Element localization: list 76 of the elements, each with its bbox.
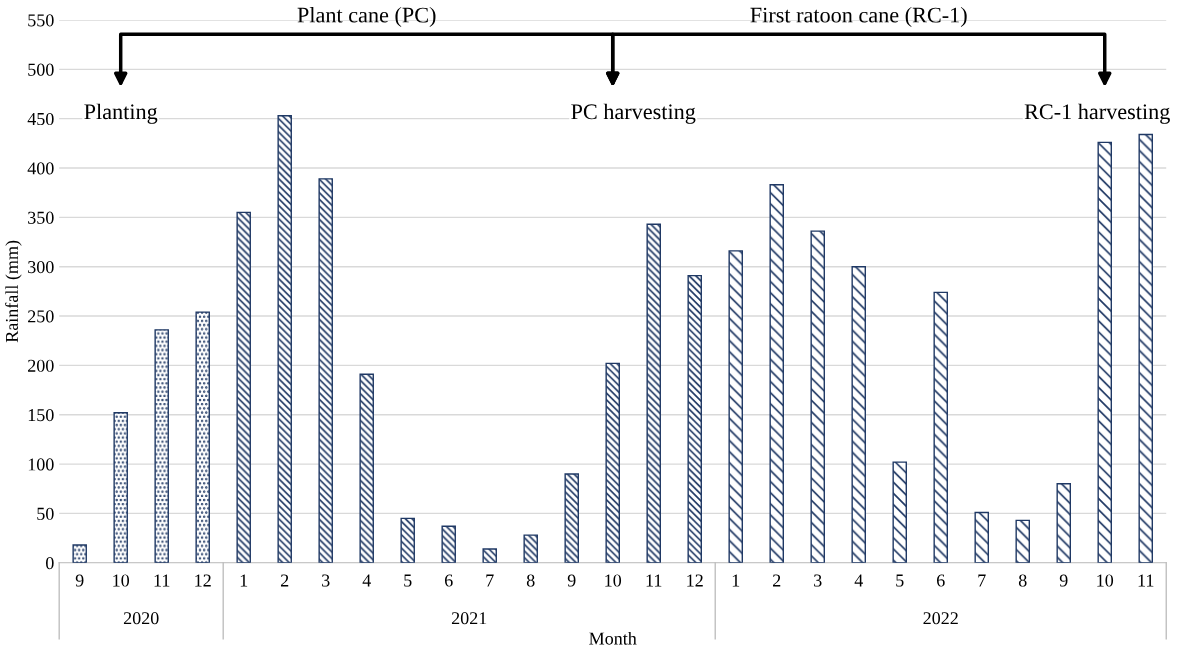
bar (400, 517, 415, 563)
bar (892, 461, 907, 563)
x-tick-label: 8 (526, 574, 535, 587)
bar (195, 311, 210, 563)
bar (441, 525, 456, 563)
y-tick-label: 0 (46, 557, 54, 570)
x-tick-label: 10 (605, 574, 622, 587)
x-tick-label: 5 (404, 574, 412, 587)
x-tick-label: 11 (154, 574, 170, 587)
text: 2021 (451, 612, 487, 625)
x-tick-label: 4 (362, 574, 371, 587)
x-tick-label: 7 (978, 574, 986, 587)
bar (564, 473, 579, 563)
x-tick-label: 5 (896, 574, 904, 587)
bar (851, 266, 866, 563)
x-tick-label: 6 (936, 574, 945, 587)
bar (1138, 133, 1153, 563)
bar (154, 329, 169, 563)
x-tick-label: 11 (1138, 574, 1154, 587)
bar (974, 511, 989, 563)
y-tick-label: 500 (28, 63, 54, 76)
annotation: Planting (84, 103, 158, 124)
x-tick-label: 1 (732, 574, 740, 587)
y-tick-label: 450 (27, 112, 54, 126)
bar (728, 250, 743, 563)
y-axis-title: Rainfall (mm) (5, 240, 22, 343)
y-tick-label: 550 (28, 14, 54, 27)
y-tick-label: 50 (37, 507, 54, 520)
y-tick-label: 200 (28, 359, 54, 372)
bar (605, 362, 620, 563)
bar (113, 412, 128, 563)
x-axis-title: Month (589, 631, 637, 645)
x-tick-label: 11 (646, 574, 662, 587)
x-tick-label: 9 (75, 574, 84, 587)
x-tick-label: 1 (240, 574, 248, 587)
bar (1056, 483, 1071, 563)
y-tick-label: 100 (28, 458, 54, 471)
text: 2020 (123, 612, 159, 625)
bar (236, 211, 251, 563)
x-tick-label: 8 (1018, 574, 1027, 587)
y-tick-label: 150 (28, 408, 54, 422)
x-tick-label: 9 (567, 574, 576, 587)
text: 2022 (923, 612, 958, 625)
y-tick-label: 300 (28, 260, 54, 274)
bar (769, 184, 784, 563)
x-tick-label: 6 (444, 574, 453, 587)
x-tick-label: 10 (113, 574, 130, 587)
x-tick-label: 12 (687, 574, 703, 587)
bar (1097, 141, 1112, 563)
bar (72, 544, 87, 563)
annotation: First ratoon cane (RC-1) (750, 6, 967, 28)
bar (523, 534, 538, 563)
y-tick-label: 400 (27, 162, 54, 175)
bar (646, 223, 661, 563)
bar (687, 274, 702, 563)
bar (318, 178, 333, 563)
x-tick-label: 2 (773, 574, 781, 587)
bar (482, 548, 497, 563)
x-tick-label: 3 (814, 574, 822, 587)
x-tick-label: 3 (322, 574, 330, 587)
x-tick-label: 10 (1097, 574, 1114, 587)
annotation: PC harvesting (571, 103, 696, 124)
x-tick-label: 12 (195, 574, 211, 587)
x-tick-label: 9 (1059, 574, 1068, 587)
y-tick-label: 350 (28, 211, 54, 224)
bar (810, 230, 825, 563)
x-tick-label: 7 (486, 574, 494, 587)
annotation: RC-1 harvesting (1024, 103, 1170, 124)
x-tick-label: 4 (854, 574, 863, 587)
bar (1015, 519, 1030, 563)
bar (277, 115, 292, 563)
y-tick-label: 250 (28, 310, 54, 323)
annotation: Plant cane (PC) (297, 6, 436, 28)
x-tick-label: 2 (280, 574, 289, 587)
bar (933, 291, 948, 563)
bar (359, 373, 374, 563)
